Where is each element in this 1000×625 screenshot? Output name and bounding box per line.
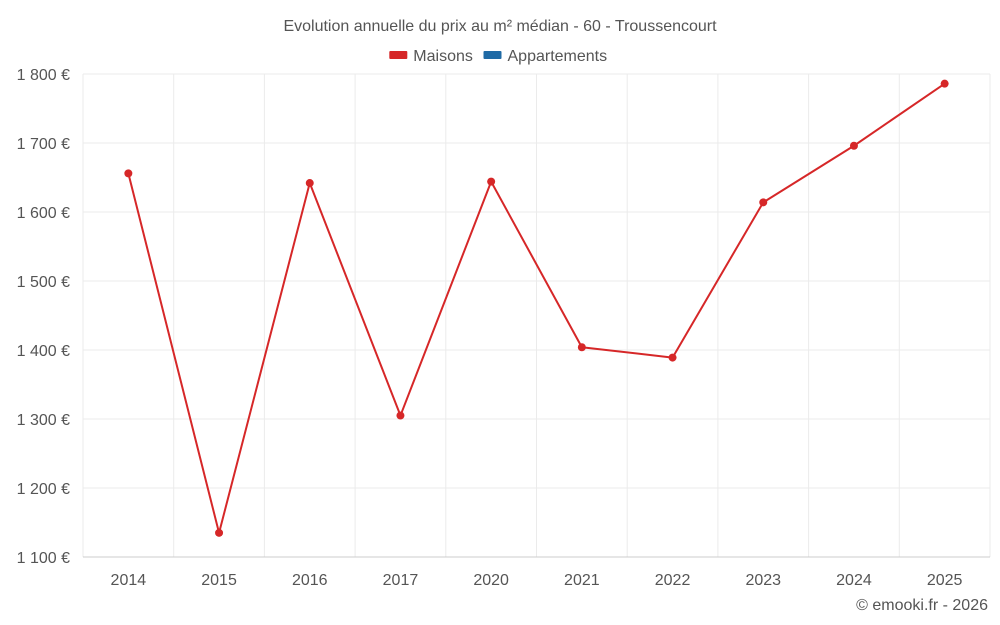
legend-label: Maisons bbox=[413, 48, 473, 65]
x-tick-label: 2016 bbox=[292, 572, 328, 589]
y-tick-label: 1 600 € bbox=[17, 205, 70, 222]
data-point[interactable] bbox=[124, 169, 133, 178]
data-point[interactable] bbox=[668, 353, 677, 362]
data-point[interactable] bbox=[940, 79, 949, 88]
x-tick-label: 2014 bbox=[111, 572, 147, 589]
x-tick-label: 2015 bbox=[201, 572, 237, 589]
y-tick-label: 1 500 € bbox=[17, 274, 70, 291]
y-tick-label: 1 200 € bbox=[17, 481, 70, 498]
data-point[interactable] bbox=[396, 411, 405, 420]
y-tick-label: 1 800 € bbox=[17, 67, 70, 84]
y-tick-label: 1 700 € bbox=[17, 136, 70, 153]
x-tick-label: 2025 bbox=[927, 572, 963, 589]
data-point[interactable] bbox=[215, 528, 224, 537]
data-point[interactable] bbox=[305, 179, 314, 188]
y-tick-label: 1 300 € bbox=[17, 412, 70, 429]
data-point[interactable] bbox=[759, 198, 768, 207]
y-tick-label: 1 100 € bbox=[17, 550, 70, 567]
chart-title: Evolution annuelle du prix au m² médian … bbox=[283, 18, 717, 35]
y-axis: 1 100 € 1 200 € 1 300 € 1 400 € 1 500 € 1 600… bbox=[17, 67, 70, 567]
legend-swatch bbox=[389, 51, 408, 59]
series-line-maisons bbox=[127, 82, 946, 534]
x-tick-label: 2022 bbox=[655, 572, 691, 589]
series-group bbox=[124, 79, 949, 537]
data-point[interactable] bbox=[849, 141, 858, 150]
x-tick-label: 2024 bbox=[836, 572, 872, 589]
x-tick-label: 2021 bbox=[564, 572, 600, 589]
data-point[interactable] bbox=[577, 343, 586, 352]
legend-swatch bbox=[483, 51, 502, 59]
legend-item-appartements[interactable]: Appartements bbox=[483, 48, 608, 65]
x-axis: 2014 2015 2016 2017 2020 2021 2022 2023 2024 2025 bbox=[111, 572, 963, 589]
data-point[interactable] bbox=[487, 177, 496, 186]
legend-label: Appartements bbox=[508, 48, 608, 65]
y-tick-label: 1 400 € bbox=[17, 343, 70, 360]
gridlines bbox=[82, 73, 991, 558]
credit-text: © emooki.fr - 2026 bbox=[856, 597, 988, 614]
x-tick-label: 2020 bbox=[473, 572, 509, 589]
x-tick-label: 2017 bbox=[383, 572, 419, 589]
legend-item-maisons[interactable]: Maisons bbox=[389, 48, 473, 65]
x-tick-label: 2023 bbox=[745, 572, 781, 589]
legend: Maisons Appartements bbox=[389, 48, 607, 65]
